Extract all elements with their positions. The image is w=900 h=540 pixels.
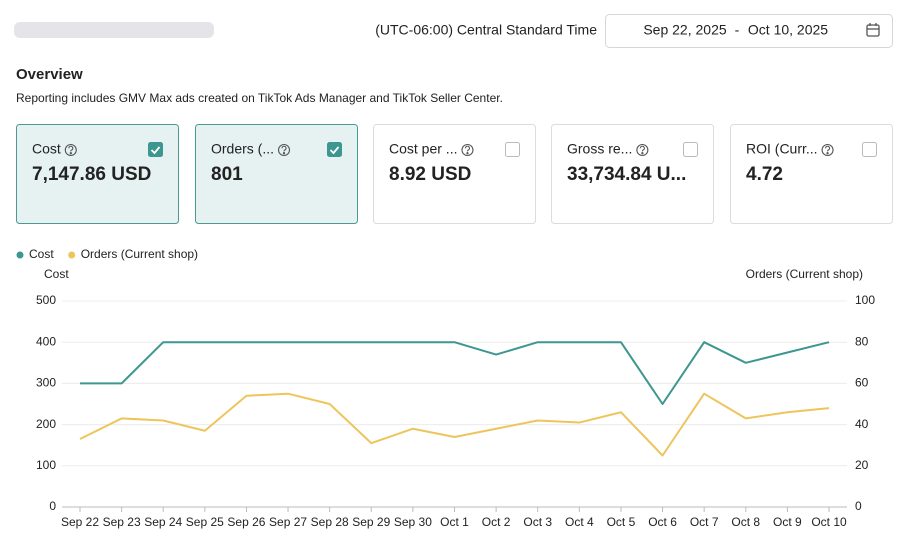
help-icon[interactable]: [64, 143, 77, 157]
card-label: Orders (...: [211, 141, 274, 157]
y2-tick-label: 40: [855, 417, 869, 431]
x-tick-label: Sep 25: [186, 515, 224, 529]
checkmark: [329, 146, 340, 155]
card-value: 4.72: [746, 164, 783, 185]
help-glyph: [464, 145, 470, 152]
x-tick-label: Oct 2: [482, 515, 511, 529]
y2-tick-label: 80: [855, 334, 869, 348]
card-box[interactable]: [730, 124, 893, 224]
card-label: Gross re...: [567, 141, 632, 157]
help-icon[interactable]: [821, 143, 834, 157]
metric-card[interactable]: Gross re... 33,734.84 U...: [551, 124, 714, 224]
card-box[interactable]: [373, 124, 536, 224]
section-title: Overview: [16, 66, 83, 83]
legend-label: Orders (Current shop): [81, 247, 198, 261]
x-tick-label: Oct 10: [811, 515, 847, 529]
timezone: (UTC-06:00) Central Standard Time: [375, 22, 597, 38]
series-line: [80, 341, 830, 405]
metric-card[interactable]: ROI (Curr... 4.72: [730, 124, 893, 224]
calendar-icon[interactable]: [866, 23, 880, 37]
help-dot: [282, 152, 286, 155]
y-tick-label: 500: [36, 293, 56, 307]
date-end[interactable]: Oct 10, 2025: [748, 22, 828, 38]
help-circle: [636, 143, 649, 157]
help-dot: [69, 152, 72, 155]
section-note: Reporting includes GMV Max ads created o…: [16, 91, 503, 105]
x-tick-label: Sep 22: [61, 515, 99, 529]
card-box[interactable]: [16, 124, 179, 224]
legend-swatch: [16, 251, 24, 259]
help-circle: [277, 143, 291, 157]
help-glyph: [68, 145, 74, 152]
blurred-shop-name: [14, 22, 214, 38]
help-dot: [466, 152, 469, 155]
y2-tick-label: 20: [855, 458, 869, 472]
card-box[interactable]: [195, 124, 358, 224]
x-tick-label: Oct 9: [773, 515, 802, 529]
y2-tick-label: 0: [855, 499, 862, 513]
x-tick-label: Sep 28: [311, 515, 349, 529]
checkmark: [150, 146, 161, 155]
x-tick-label: Oct 3: [523, 515, 552, 529]
help-dot: [641, 152, 644, 155]
card-box[interactable]: [551, 124, 714, 224]
help-icon[interactable]: [636, 143, 649, 157]
x-tick-label: Sep 30: [394, 515, 432, 529]
x-tick-label: Sep 26: [227, 515, 265, 529]
help-dot: [826, 152, 829, 155]
metric-card[interactable]: Orders (... 801: [195, 124, 358, 224]
series-line: [79, 392, 830, 457]
help-glyph: [639, 145, 645, 152]
checkbox[interactable]: [505, 142, 520, 157]
checkbox[interactable]: [862, 142, 877, 157]
checkbox[interactable]: [683, 142, 698, 157]
card-label: Cost per ...: [389, 141, 457, 157]
x-tick-label: Sep 24: [144, 515, 182, 529]
checkbox[interactable]: [327, 142, 342, 157]
card-value: 33,734.84 U...: [567, 164, 686, 185]
x-tick-label: Oct 7: [690, 515, 719, 529]
date-start[interactable]: Sep 22, 2025: [643, 22, 727, 38]
y-axis-title: Cost: [44, 267, 69, 281]
x-tick-label: Oct 5: [607, 515, 636, 529]
legend-item[interactable]: Cost: [16, 247, 55, 261]
x-tick-label: Sep 23: [103, 515, 141, 529]
legend-swatch: [68, 251, 76, 259]
card-label: ROI (Curr...: [746, 141, 818, 157]
help-icon[interactable]: [277, 143, 291, 157]
y2-axis-title: Orders (Current shop): [746, 267, 863, 281]
help-glyph: [281, 145, 287, 152]
y2-tick-label: 60: [855, 376, 869, 390]
metric-card[interactable]: Cost per ... 8.92 USD: [373, 124, 536, 224]
help-circle: [64, 143, 77, 157]
date-separator: -: [735, 22, 740, 38]
y-tick-label: 200: [36, 417, 56, 431]
date-range-picker[interactable]: [605, 14, 893, 48]
checkbox[interactable]: [148, 142, 163, 157]
y-tick-label: 100: [36, 458, 56, 472]
y-tick-label: 0: [49, 499, 56, 513]
x-tick-label: Oct 6: [648, 515, 677, 529]
metric-card[interactable]: Cost 7,147.86 USD: [16, 124, 179, 224]
legend-label: Cost: [29, 247, 54, 261]
y-tick-label: 400: [36, 334, 56, 348]
x-tick-label: Sep 29: [352, 515, 390, 529]
card-value: 7,147.86 USD: [32, 164, 151, 185]
help-glyph: [825, 145, 831, 152]
x-tick-label: Oct 4: [565, 515, 594, 529]
y2-tick-label: 100: [855, 293, 875, 307]
card-value: 8.92 USD: [389, 164, 471, 185]
x-tick-label: Sep 27: [269, 515, 307, 529]
y-tick-label: 300: [36, 376, 56, 390]
help-circle: [461, 143, 474, 157]
card-value: 801: [211, 164, 243, 185]
help-circle: [821, 143, 834, 157]
x-tick-label: Oct 8: [731, 515, 760, 529]
help-icon[interactable]: [461, 143, 474, 157]
x-tick-label: Oct 1: [440, 515, 469, 529]
card-label: Cost: [32, 141, 61, 157]
legend-item[interactable]: Orders (Current shop): [68, 247, 198, 261]
